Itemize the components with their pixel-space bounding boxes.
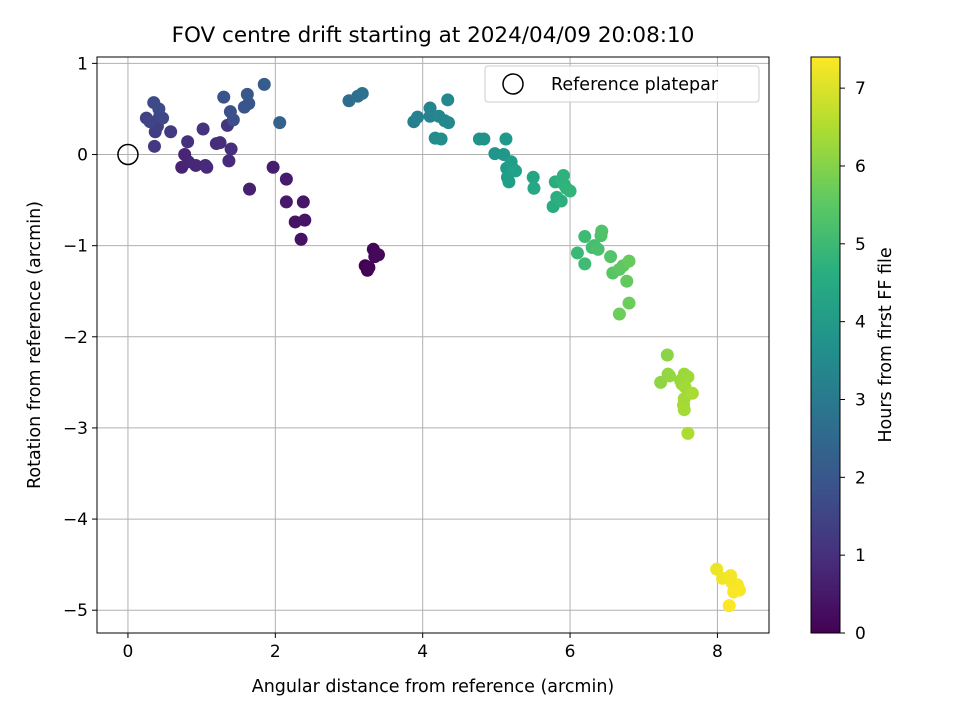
data-point: [240, 87, 254, 101]
data-point: [217, 90, 231, 104]
reference-marker: [117, 143, 139, 166]
data-point: [296, 195, 310, 209]
colorbar-ticks: 0 1 2 3 4 5 6 7: [840, 79, 866, 644]
colorbar-tick-label: 2: [855, 468, 866, 488]
data-point: [279, 172, 293, 186]
data-point: [527, 181, 541, 195]
colorbar-gradient: [810, 56, 841, 634]
legend: Reference platepar: [484, 65, 760, 103]
data-point: [266, 160, 280, 174]
data-point: [663, 369, 677, 383]
data-point: [563, 184, 577, 198]
data-point: [223, 105, 237, 119]
legend-box: [484, 65, 760, 103]
data-point: [181, 135, 195, 149]
y-tick-label: −5: [63, 601, 88, 621]
colorbar-tick-label: 0: [855, 624, 866, 644]
data-point: [502, 175, 516, 189]
data-point: [685, 386, 699, 400]
grid-lines: [97, 57, 769, 633]
data-point: [164, 125, 178, 139]
x-tick-label: 4: [417, 642, 428, 662]
data-point: [434, 132, 448, 146]
data-point: [526, 170, 540, 184]
legend-label-reference: Reference platepar: [551, 75, 719, 95]
y-tick-label: 0: [77, 146, 88, 166]
data-point: [198, 158, 212, 172]
data-point: [660, 348, 674, 362]
colorbar-tick-label: 6: [855, 157, 866, 177]
data-point: [273, 116, 287, 130]
colorbar-tick-label: 5: [855, 235, 866, 255]
data-point: [677, 403, 691, 417]
data-point: [681, 426, 695, 440]
colorbar: 0 1 2 3 4 5 6 7 Hours from first FF file: [810, 56, 896, 644]
y-ticks: 1 0 −1 −2 −3 −4 −5: [63, 54, 97, 621]
data-point: [570, 246, 584, 260]
data-point: [591, 242, 605, 256]
data-point: [243, 182, 257, 196]
x-tick-label: 6: [565, 642, 576, 662]
data-point: [294, 232, 308, 246]
data-point: [441, 93, 455, 107]
x-ticks: 0 2 4 6 8: [123, 633, 723, 662]
x-axis-label: Angular distance from reference (arcmin): [252, 677, 615, 697]
data-point: [143, 115, 157, 129]
data-point: [147, 96, 161, 110]
data-point: [499, 132, 513, 146]
data-point: [355, 86, 369, 100]
data-point: [622, 296, 636, 310]
colorbar-tick-label: 1: [855, 546, 866, 566]
data-point: [298, 213, 312, 227]
data-point: [196, 122, 210, 136]
data-point: [681, 370, 695, 384]
colorbar-tick-label: 3: [855, 390, 866, 410]
data-points: [139, 77, 747, 613]
data-point: [441, 116, 455, 130]
data-point: [722, 599, 736, 613]
colorbar-tick-label: 7: [855, 79, 866, 99]
data-point: [620, 274, 634, 288]
data-point: [595, 224, 609, 238]
data-point: [554, 194, 568, 208]
data-point: [423, 101, 437, 115]
data-point: [371, 248, 385, 262]
legend-marker-reference: [502, 73, 524, 95]
y-tick-label: −3: [63, 419, 88, 439]
data-point: [257, 77, 271, 91]
data-point: [578, 230, 592, 244]
data-point: [477, 132, 491, 146]
data-point: [279, 195, 293, 209]
data-point: [612, 307, 626, 321]
data-point: [224, 142, 238, 156]
x-tick-label: 2: [270, 642, 281, 662]
data-point: [213, 136, 227, 150]
data-point: [411, 110, 425, 124]
y-tick-label: −2: [63, 328, 88, 348]
colorbar-tick-label: 4: [855, 313, 866, 333]
data-point: [727, 585, 741, 599]
data-point: [578, 257, 592, 271]
data-point: [622, 254, 636, 268]
reference-layer: [117, 143, 139, 166]
colorbar-label: Hours from first FF file: [876, 247, 896, 442]
chart-title: FOV centre drift starting at 2024/04/09 …: [172, 23, 695, 48]
data-point: [604, 250, 618, 264]
y-tick-label: 1: [77, 54, 88, 74]
data-point: [147, 139, 161, 153]
y-tick-label: −1: [63, 237, 88, 257]
y-tick-label: −4: [63, 510, 88, 530]
data-point: [189, 158, 203, 172]
data-point: [222, 154, 236, 168]
x-tick-label: 0: [123, 642, 134, 662]
y-axis-label: Rotation from reference (arcmin): [25, 201, 45, 489]
data-point: [362, 261, 376, 275]
plot-frame: [96, 56, 770, 634]
data-point: [509, 164, 523, 178]
x-tick-label: 8: [712, 642, 723, 662]
